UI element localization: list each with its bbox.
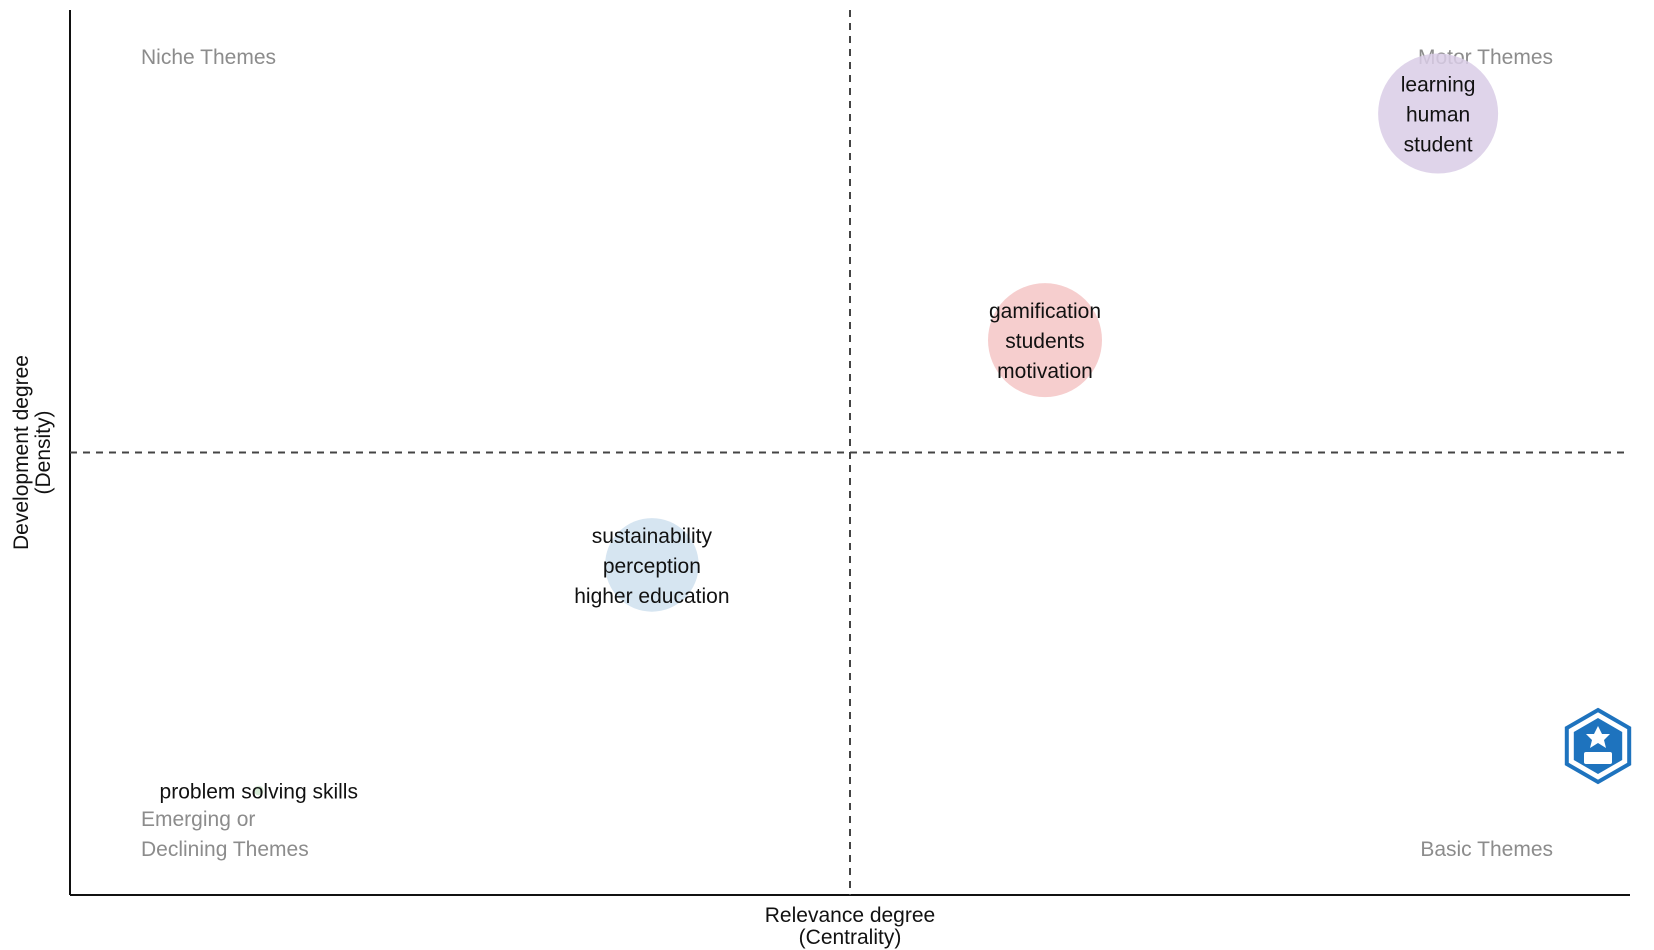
quadrant-label-bottom_left: Declining Themes [141, 838, 309, 861]
y-axis-title: Development degree [10, 355, 33, 550]
logo-star-icon [1586, 726, 1610, 748]
cluster-label: gamification [989, 300, 1101, 323]
cluster-bubbles: learning human student gamification students… [160, 53, 1499, 804]
cluster-label: students [1005, 330, 1084, 353]
y-axis-title: (Density) [32, 410, 55, 494]
x-axis-title: (Centrality) [799, 926, 902, 949]
cluster-label: motivation [997, 360, 1093, 383]
quadrant-label-top_left: Niche Themes [141, 46, 276, 69]
y-axis-title-group: Development degree (Density) [10, 355, 55, 550]
cluster-bubble [1378, 53, 1499, 174]
cluster-label: human [1406, 104, 1470, 127]
axis-titles: Relevance degree(Centrality) Development … [10, 355, 935, 949]
cluster-bubble [988, 283, 1102, 398]
quadrant-label-bottom_right: Basic Themes [1420, 838, 1553, 861]
axes [69, 10, 1630, 896]
cluster-label: sustainability [592, 525, 713, 548]
x-axis-title: Relevance degree [765, 904, 935, 927]
hexagon-logo-icon [1564, 707, 1632, 785]
logo-book-icon [1584, 752, 1612, 764]
cluster-label: problem solving skills [160, 781, 358, 804]
quadrant-label-bottom_left: Emerging or [141, 808, 255, 831]
cluster-bubble [253, 785, 264, 796]
cluster-label: perception [603, 555, 701, 578]
cluster-label: higher education [574, 585, 729, 608]
cluster-label: learning [1401, 74, 1476, 97]
cluster-bubble [605, 518, 699, 612]
cluster-label: student [1404, 134, 1473, 157]
